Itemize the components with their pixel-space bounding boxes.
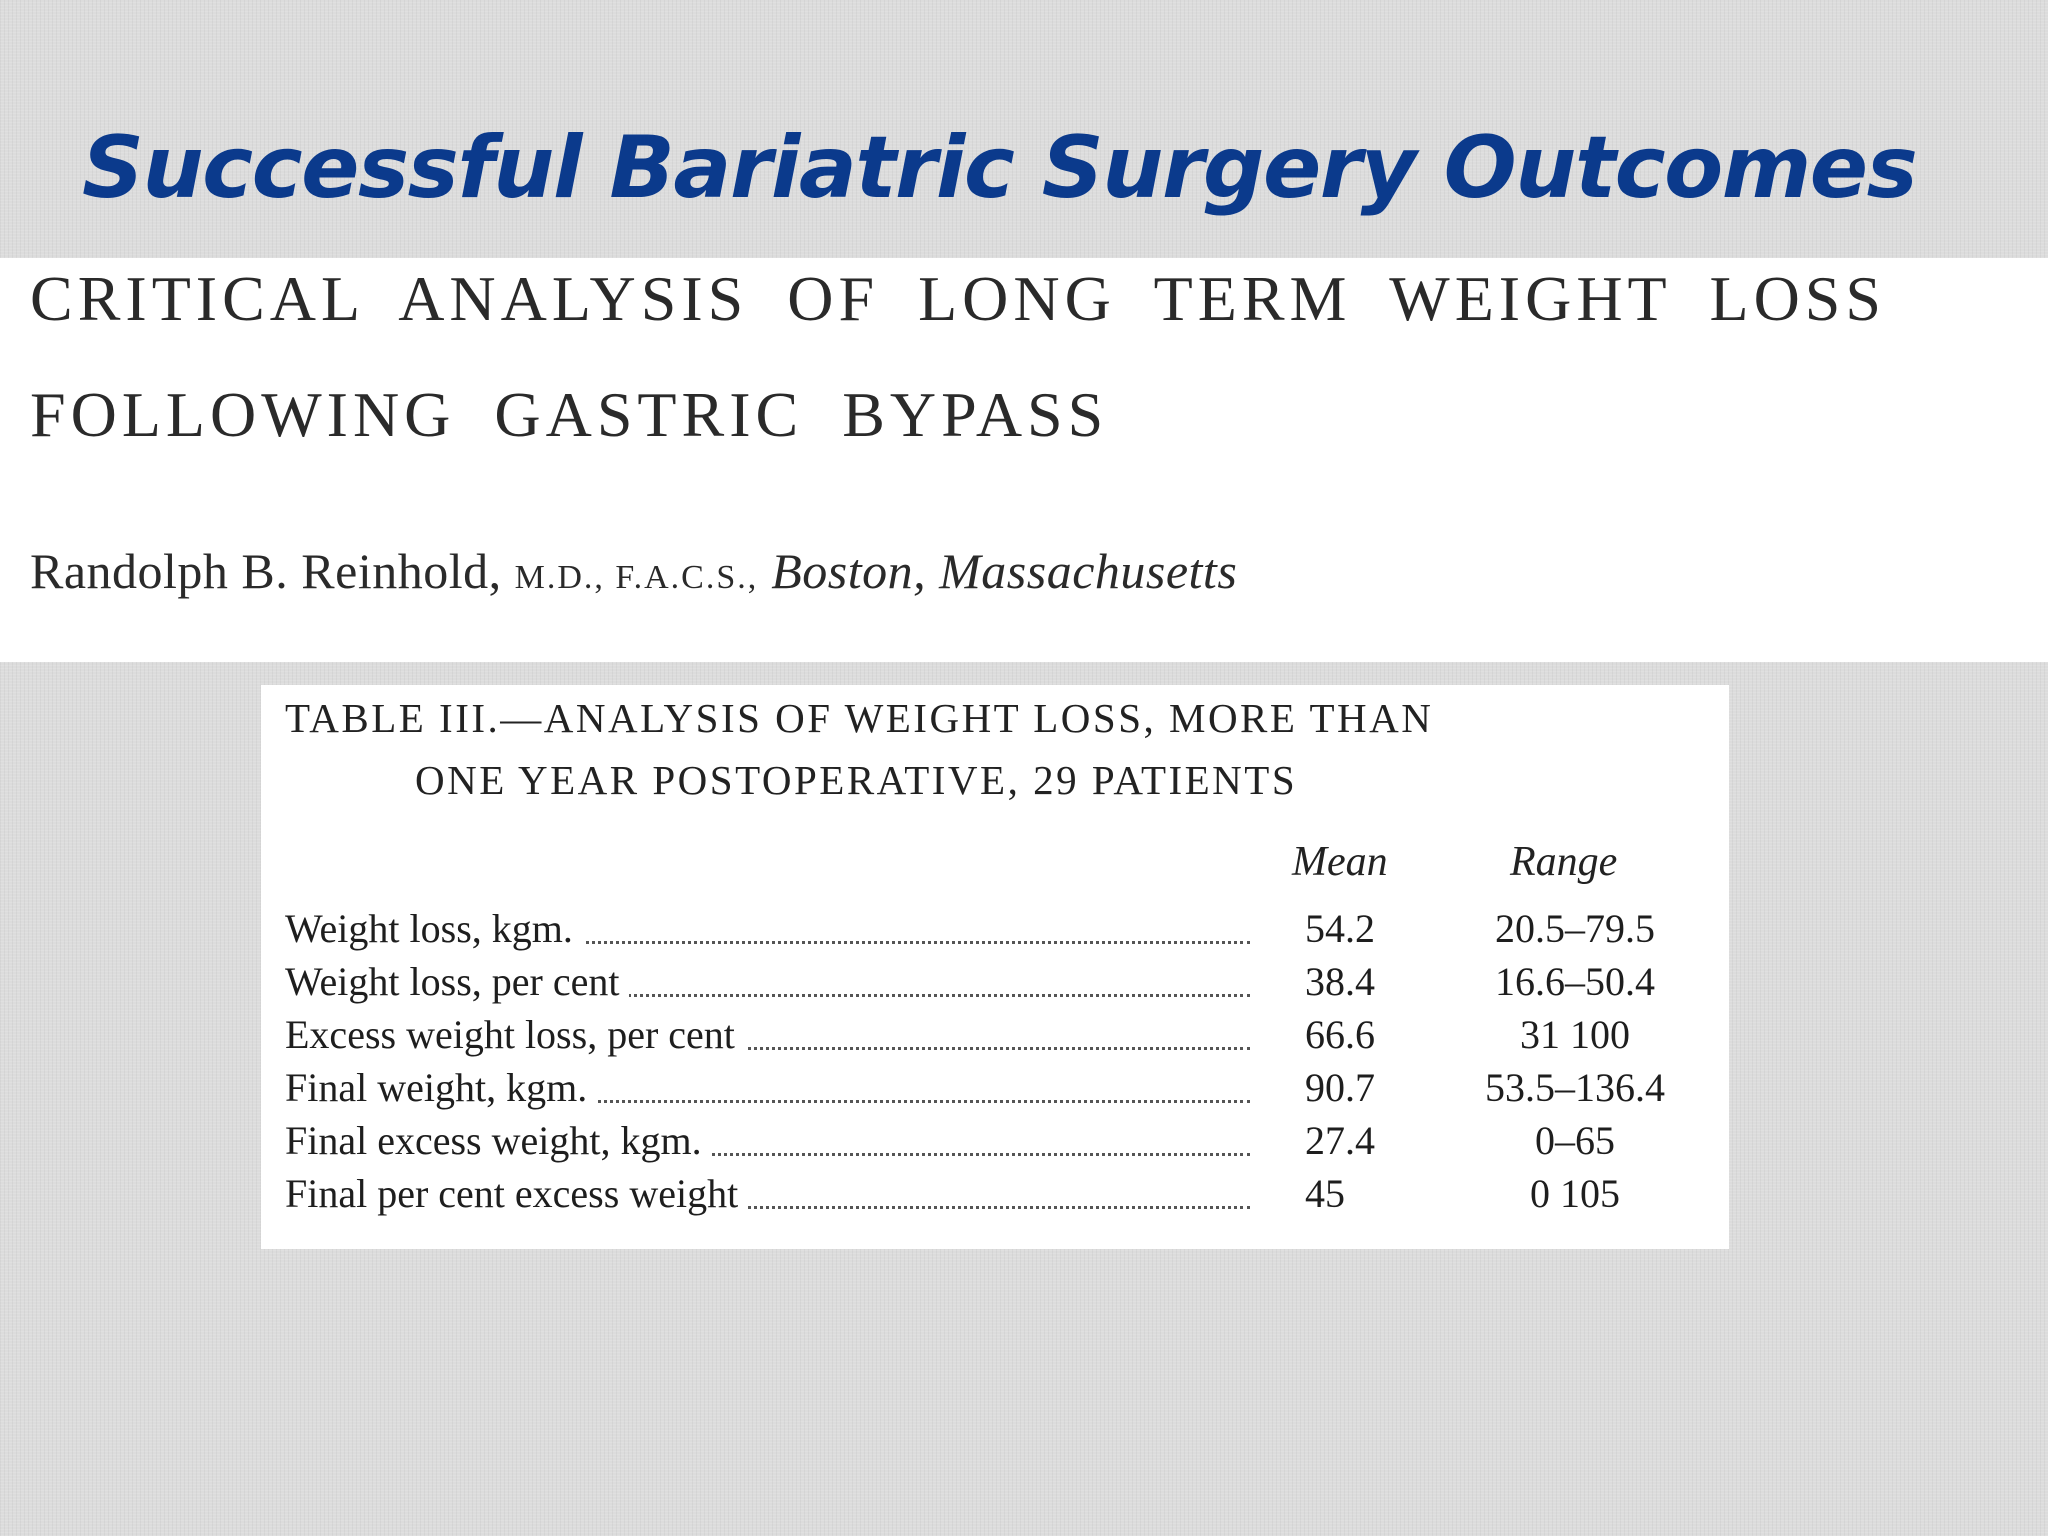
row-label: Weight loss, kgm. [285,905,583,952]
row-mean: 66.6 [1305,1012,1375,1057]
dot-leader [285,968,1250,997]
row-label: Final per cent excess weight [285,1170,749,1217]
dot-leader [285,915,1250,944]
row-mean: 38.4 [1305,959,1375,1004]
row-range: 31 100 [1520,1012,1630,1057]
slide-title: Successful Bariatric Surgery Outcomes [82,118,1918,218]
table-row: Weight loss, per cent 38.4 16.6–50.4 [285,958,1705,1010]
author-name: Randolph B. Reinhold, [30,543,502,599]
row-label: Weight loss, per cent [285,958,630,1005]
row-label: Final weight, kgm. [285,1064,598,1111]
dot-leader [285,1180,1250,1209]
row-range: 20.5–79.5 [1495,906,1655,951]
row-mean: 27.4 [1305,1118,1375,1163]
table-row: Weight loss, kgm. 54.2 20.5–79.5 [285,905,1705,957]
column-header-mean: Mean [1292,839,1388,885]
author-location: Boston, Massachusetts [771,543,1238,599]
paper-title-line-2: FOLLOWING GASTRIC BYPASS [30,379,1109,450]
author-credentials: M.D., F.A.C.S., [514,559,759,596]
row-range: 16.6–50.4 [1495,959,1655,1004]
row-label: Final excess weight, kgm. [285,1117,712,1164]
table-caption-line-2: ONE YEAR POSTOPERATIVE, 29 PATIENTS [415,757,1298,803]
column-header-range: Range [1510,839,1618,885]
table-caption: TABLE III.—ANALYSIS OF WEIGHT LOSS, MORE… [285,694,1705,804]
paper-title-line-1: CRITICAL ANALYSIS OF LONG TERM WEIGHT LO… [30,263,1886,334]
dot-leader [285,1021,1250,1050]
table-row: Final weight, kgm. 90.7 53.5–136.4 [285,1064,1705,1116]
dot-leader [285,1127,1250,1156]
table-row: Final per cent excess weight 45 0 105 [285,1170,1705,1222]
table-row: Final excess weight, kgm. 27.4 0–65 [285,1117,1705,1169]
row-mean: 90.7 [1305,1065,1375,1110]
row-mean: 45 [1305,1171,1345,1216]
row-mean: 54.2 [1305,906,1375,951]
paper-header-panel [0,258,2048,662]
row-label: Excess weight loss, per cent [285,1011,745,1058]
row-range: 53.5–136.4 [1485,1065,1665,1110]
table-row: Excess weight loss, per cent 66.6 31 100 [285,1011,1705,1063]
table-caption-line-1: TABLE III.—ANALYSIS OF WEIGHT LOSS, MORE… [285,695,1434,741]
row-range: 0 105 [1530,1171,1620,1216]
dot-leader [285,1074,1250,1103]
row-range: 0–65 [1535,1118,1615,1163]
author-line: Randolph B. Reinhold, M.D., F.A.C.S., Bo… [30,542,1237,600]
